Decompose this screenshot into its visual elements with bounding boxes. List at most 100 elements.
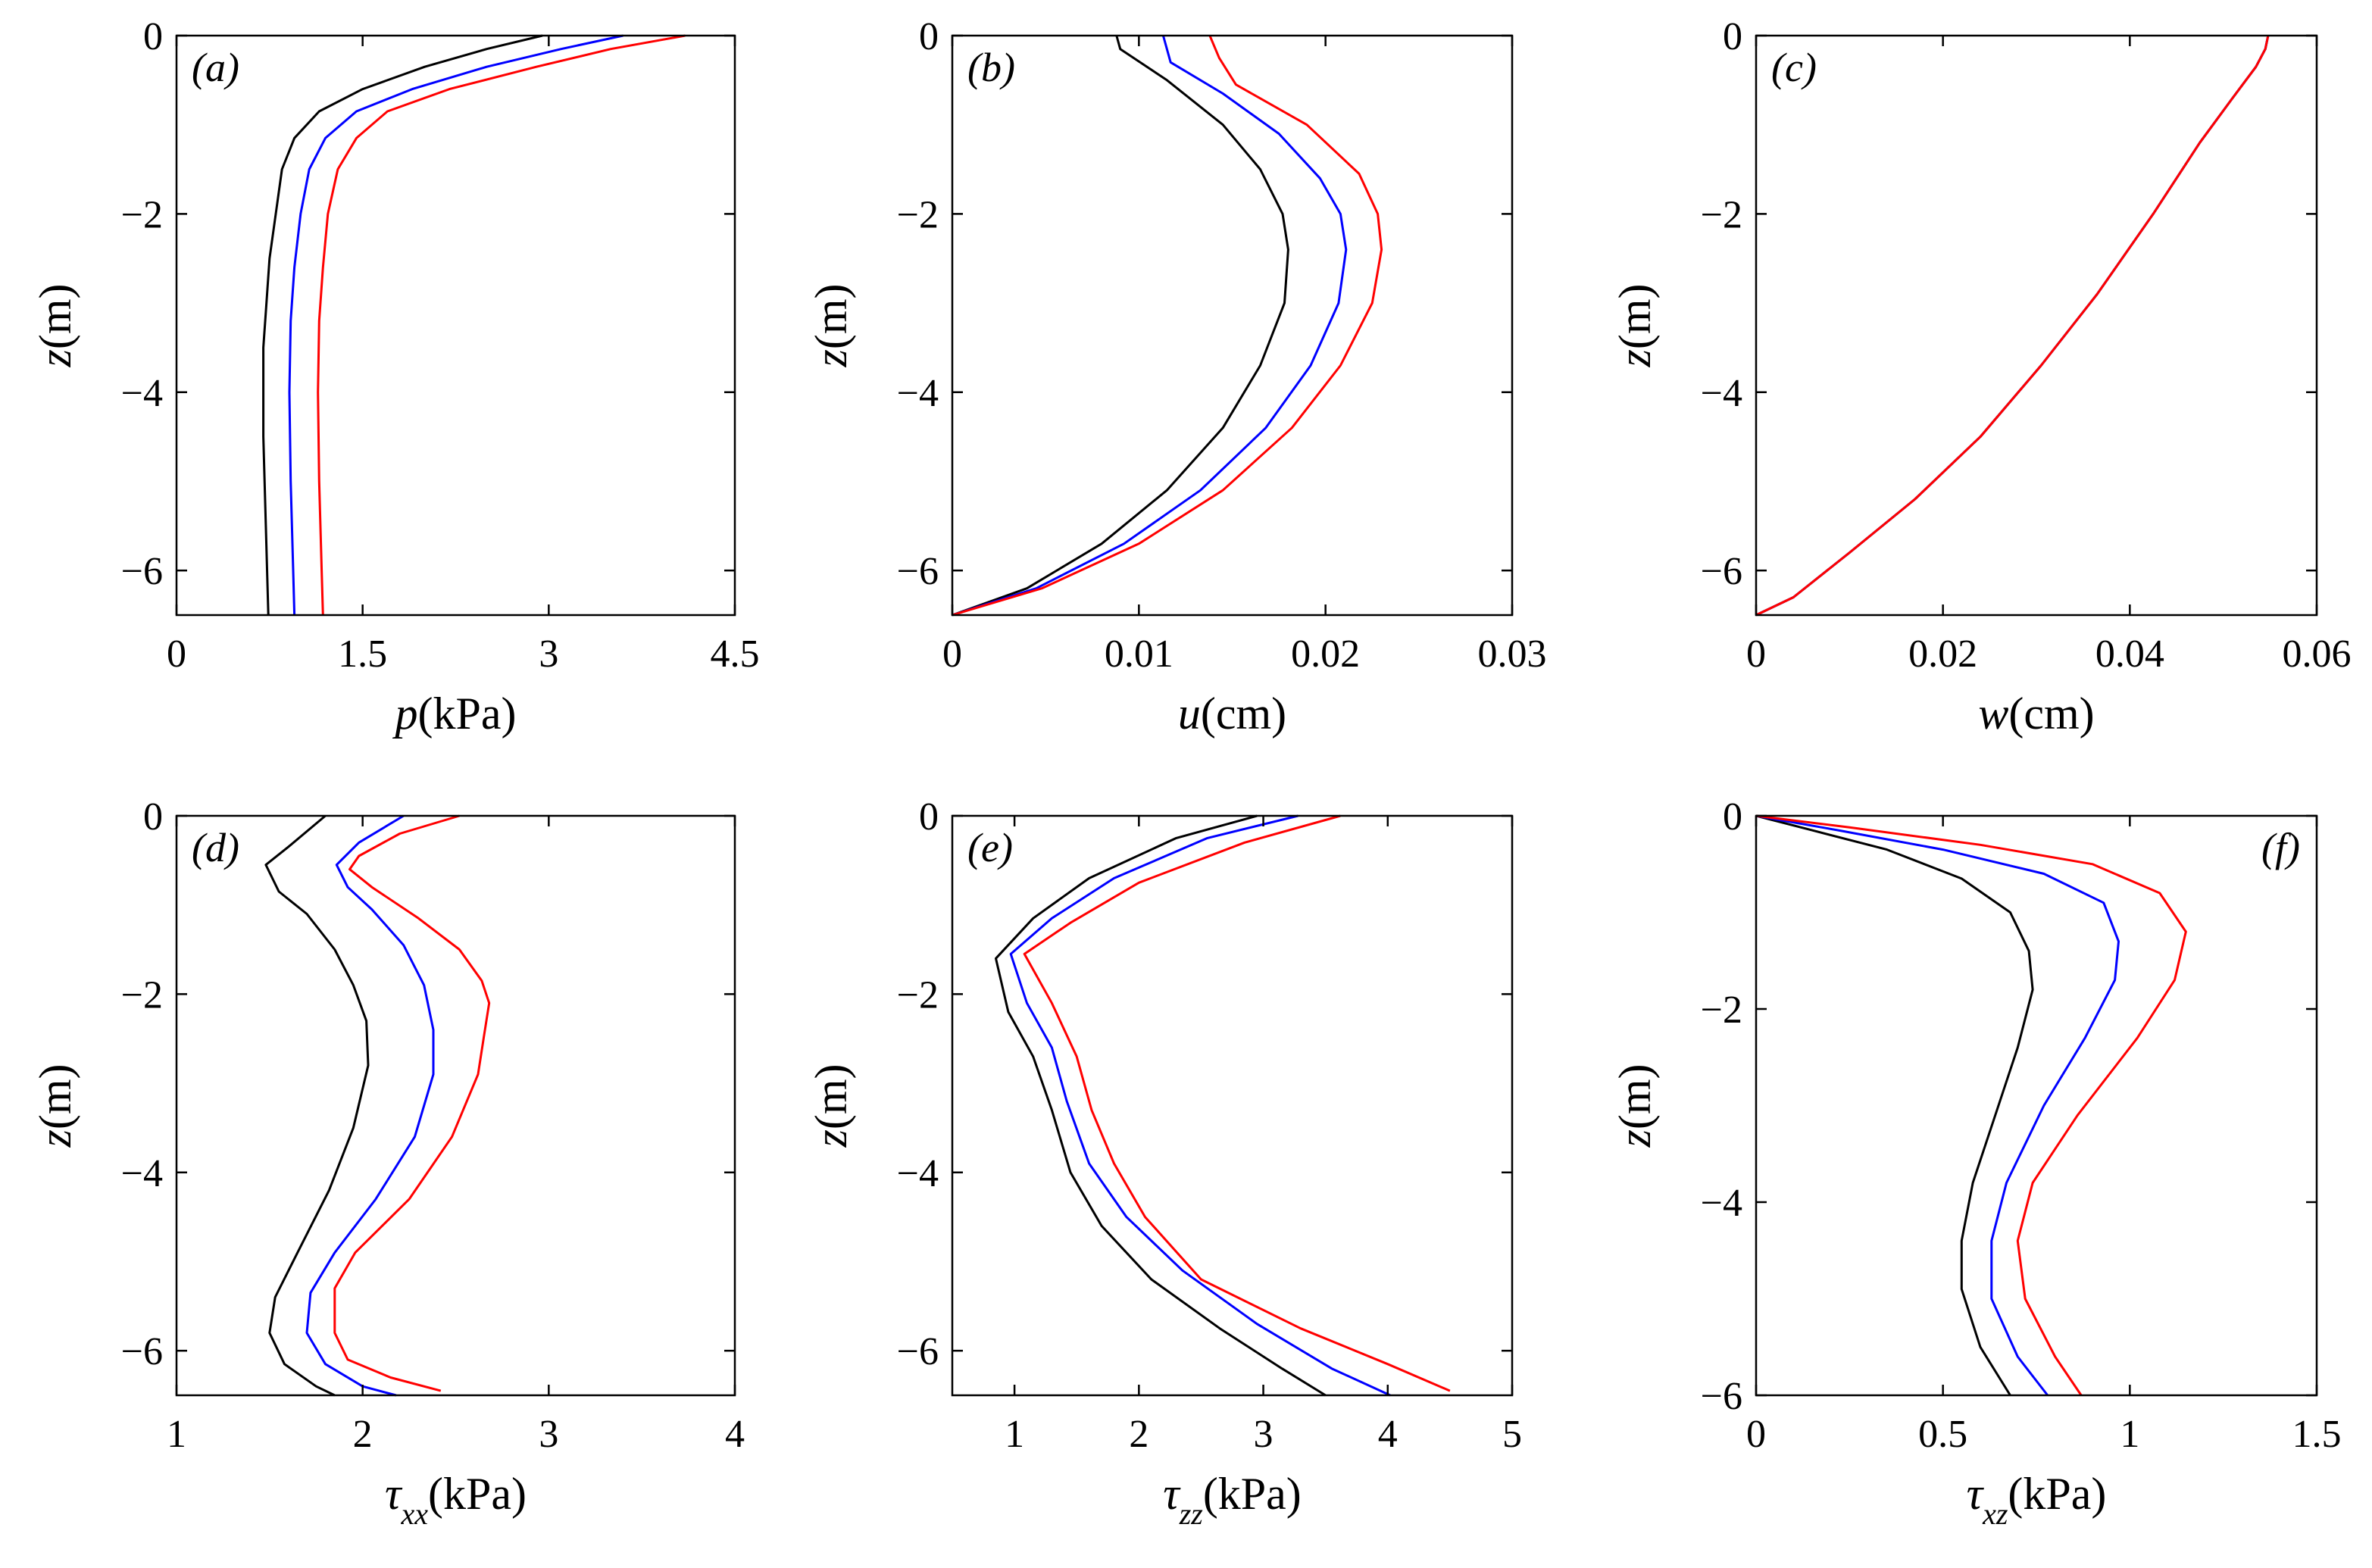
x-axis-subscript: xz [1982,1497,2008,1531]
y-axis-variable: z [30,1129,80,1148]
x-tick-label: 1 [167,1413,186,1456]
x-tick-label: 4.5 [711,633,760,676]
x-axis-unit: (kPa) [418,689,517,739]
y-tick-label: −2 [897,193,939,236]
panel-d: 1 2 3 4 0 −2 −4 −6 τxx(kPa) z(m) (d) [30,795,745,1531]
x-tick-label: 0.06 [2283,633,2352,676]
y-axis-unit: (m) [30,1064,80,1130]
y-tick-label: −6 [121,1330,163,1373]
x-tick-label: 1.5 [338,633,387,676]
panel-tag: (d) [192,825,239,870]
y-tick-label: −4 [1701,372,1742,415]
x-tick-label: 3 [539,1413,558,1456]
y-axis-unit: (m) [806,284,856,350]
x-tick-label: 1.5 [2292,1413,2342,1456]
y-tick-label: −2 [1701,193,1742,236]
series-line-blue [305,814,435,1397]
y-axis-variable: z [1610,1129,1660,1148]
y-tick-label: −6 [1701,1375,1742,1418]
y-axis-variable: z [806,1129,856,1148]
x-tick-label: 0 [942,633,962,676]
x-axis-variable: w [1978,689,2008,739]
x-axis-variable: τ [1967,1469,1985,1519]
x-tick-label: 4 [1378,1413,1398,1456]
y-tick-label: −6 [1701,550,1742,593]
y-axis-label: z(m) [1610,284,1660,368]
y-tick-label: 0 [919,15,939,58]
x-axis-variable: u [1178,689,1201,739]
axes-box [1755,814,2318,1397]
series-line-black [264,814,370,1397]
x-tick-label: 5 [1502,1413,1522,1456]
y-axis-label: z(m) [806,284,856,368]
x-axis-unit: (kPa) [428,1469,527,1519]
panel-tag: (a) [192,45,239,90]
series-line-red [1023,814,1451,1392]
y-axis-unit: (m) [1610,284,1660,350]
panel-e: 1 2 3 4 5 0 −2 −4 −6 τzz(kPa) z(m) (e) [806,795,1522,1531]
series-line-red [317,34,686,616]
x-axis-unit: (kPa) [2008,1469,2106,1519]
panel-tag: (b) [967,45,1015,90]
y-tick-label: −2 [121,973,163,1017]
axes-box [175,814,736,1397]
x-tick-label: 0.04 [2095,633,2164,676]
series-line-black [1755,35,2270,617]
series-line-red [333,814,491,1392]
y-tick-label: 0 [919,795,939,839]
y-tick-label: 0 [143,795,163,839]
series-line-blue [952,35,1348,617]
x-axis-variable: p [392,689,418,739]
series-line-black [262,34,543,616]
x-tick-label: 0.5 [1918,1413,1967,1456]
x-tick-label: 0.01 [1105,633,1173,676]
x-axis-unit: (cm) [1201,689,1286,739]
x-tick-label: 3 [539,633,558,676]
x-axis-label: w(cm) [1978,689,2094,739]
x-axis-unit: (kPa) [1203,1469,1302,1519]
x-tick-label: 0.02 [1291,633,1360,676]
x-tick-label: 1 [1005,1413,1024,1456]
y-tick-label: −6 [121,550,163,593]
x-tick-label: 0.03 [1478,633,1547,676]
x-axis-variable: τ [1163,1469,1181,1519]
y-tick-label: 0 [143,15,163,58]
y-tick-label: −4 [897,1152,939,1195]
x-axis-variable: τ [385,1469,403,1519]
series-line-red [1755,814,2187,1396]
y-axis-variable: z [1610,349,1660,367]
x-axis-subscript: zz [1179,1497,1204,1531]
y-tick-label: −4 [897,372,939,415]
y-axis-unit: (m) [30,284,80,350]
y-tick-label: −4 [121,372,163,415]
x-axis-label: τxx(kPa) [385,1469,527,1531]
series-line-blue [1009,814,1391,1397]
series-line-blue [1755,35,2270,617]
y-tick-label: 0 [1723,795,1742,839]
x-axis-label: τzz(kPa) [1163,1469,1302,1531]
x-tick-label: 1 [2120,1413,2139,1456]
x-axis-label: p(kPa) [392,689,517,739]
series-line-red [952,35,1383,617]
x-tick-label: 0 [1746,633,1766,676]
y-axis-label: z(m) [1610,1064,1660,1148]
panel-f: 0 0.5 1 1.5 0 −2 −4 −6 τxz(kPa) z(m) (f) [1610,795,2342,1531]
y-axis-variable: z [806,349,856,367]
panel-tag: (c) [1771,45,1817,90]
panel-tag: (f) [2261,825,2300,870]
series-line-black [952,35,1289,617]
x-axis-label: u(cm) [1178,689,1286,739]
panel-b: 0 0.01 0.02 0.03 0 −2 −4 −6 u(cm) z(m) (b) [806,15,1547,739]
y-axis-unit: (m) [1610,1064,1660,1130]
y-tick-label: −6 [897,550,939,593]
series-line-black [1755,814,2034,1396]
series-line-black [995,814,1327,1397]
y-axis-label: z(m) [806,1064,856,1148]
axes-box [951,814,1514,1397]
panel-a: 0 1.5 3 4.5 0 −2 −4 −6 p(kPa) z(m) (a) [30,15,760,739]
y-tick-label: 0 [1723,15,1742,58]
x-tick-label: 2 [353,1413,373,1456]
x-tick-label: 0.02 [1908,633,1977,676]
x-tick-label: 4 [725,1413,745,1456]
